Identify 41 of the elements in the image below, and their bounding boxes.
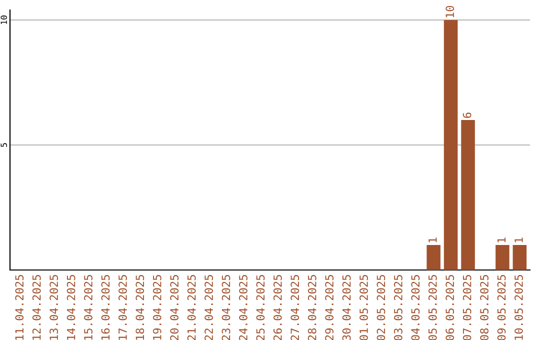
x-tick-label: 03.05.2025	[394, 275, 402, 340]
x-tick-label: 02.05.2025	[376, 275, 386, 340]
x-tick-label: 27.04.2025	[290, 275, 300, 340]
x-tick-label: 01.05.2025	[360, 275, 368, 340]
x-tick-label: 10.05.2025	[514, 275, 523, 340]
x-tick-label: 20.04.2025	[170, 275, 179, 340]
x-tick-label: 28.04.2025	[308, 275, 316, 340]
bar	[444, 20, 458, 270]
x-tick-label: 07.05.2025	[462, 275, 472, 340]
bar	[426, 245, 440, 270]
x-tick-label: 16.04.2025	[101, 275, 110, 340]
bar	[512, 245, 527, 270]
x-tick-label: 09.05.2025	[497, 275, 506, 340]
data-label: 1	[497, 238, 506, 242]
x-tick-label: 25.04.2025	[256, 275, 265, 340]
x-tick-label: 29.04.2025	[325, 275, 334, 340]
x-tick-label: 26.04.2025	[273, 275, 282, 340]
data-label: 6	[462, 112, 472, 118]
x-tick-label: 21.04.2025	[187, 275, 196, 340]
x-tick-label: 30.04.2025	[342, 275, 351, 340]
data-label: 1	[514, 238, 523, 242]
x-tick-label: 15.04.2025	[84, 275, 92, 340]
x-tick-label: 14.04.2025	[66, 275, 76, 340]
x-tick-label: 19.04.2025	[152, 275, 162, 340]
x-tick-label: 18.04.2025	[136, 275, 144, 340]
data-label: 10	[446, 6, 454, 18]
y-tick-label: 5	[0, 143, 7, 147]
x-tick-label: 06.05.2025	[446, 275, 454, 340]
x-tick-label: 24.04.2025	[239, 275, 248, 340]
x-tick-label: 08.05.2025	[480, 275, 488, 340]
bar	[496, 245, 510, 270]
x-tick-label: 13.04.2025	[50, 275, 58, 340]
x-tick-label: 05.05.2025	[428, 275, 437, 340]
data-label: 1	[428, 238, 437, 242]
x-tick-label: 11.04.2025	[15, 275, 24, 340]
x-tick-label: 22.04.2025	[204, 275, 213, 340]
x-tick-label: 23.04.2025	[222, 275, 230, 340]
x-tick-label: 04.05.2025	[411, 275, 420, 340]
x-tick-label: 12.04.2025	[32, 275, 41, 340]
x-tick-label: 17.04.2025	[118, 275, 127, 340]
bar	[461, 120, 475, 270]
